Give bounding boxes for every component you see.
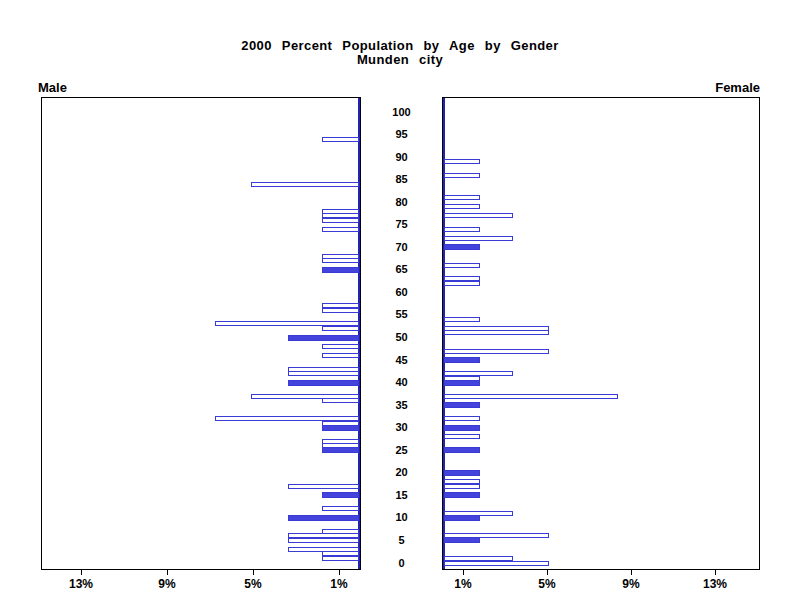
female-tick-1% (463, 570, 464, 575)
female-tick-label-1%: 1% (443, 577, 483, 591)
female-bar-age-62 (444, 281, 480, 286)
female-bar-age-37 (444, 394, 618, 399)
male-tick-label-1%: 1% (319, 577, 359, 591)
male-bar-age-56 (322, 308, 359, 313)
male-bar-age-12 (322, 506, 359, 511)
age-label-55: 55 (361, 309, 442, 320)
population-pyramid-chart: 2000 Percent Population by Age by Gender… (0, 0, 800, 600)
female-bar-age-35 (444, 402, 480, 408)
age-label-60: 60 (361, 287, 442, 298)
male-bar-age-30 (322, 425, 359, 431)
female-tick-13% (715, 570, 716, 575)
female-bar-age-0 (444, 561, 549, 566)
male-bar-age-25 (322, 447, 359, 453)
female-bar-age-5 (444, 537, 480, 543)
age-label-50: 50 (361, 332, 442, 343)
female-bar-age-81 (444, 195, 480, 200)
male-bar-age-40 (288, 380, 359, 386)
male-bar-age-1 (322, 556, 359, 561)
age-label-0: 0 (361, 558, 442, 569)
male-bar-age-67 (322, 258, 359, 263)
female-bar-age-72 (444, 236, 513, 241)
age-label-15: 15 (361, 490, 442, 501)
female-tick-5% (547, 570, 548, 575)
female-bar-age-79 (444, 204, 480, 209)
female-bar-age-77 (444, 213, 513, 218)
female-bar-age-66 (444, 263, 480, 268)
female-bar-age-54 (444, 317, 480, 322)
female-bar-age-74 (444, 227, 480, 232)
female-bar-age-10 (444, 515, 480, 521)
age-label-75: 75 (361, 219, 442, 230)
age-label-65: 65 (361, 264, 442, 275)
male-bar-age-17 (288, 484, 359, 489)
male-side-label: Male (38, 80, 67, 95)
male-bar-age-52 (322, 326, 359, 331)
male-tick-label-5%: 5% (233, 577, 273, 591)
male-bar-age-36 (322, 398, 359, 403)
male-plot-area (41, 97, 361, 570)
age-label-90: 90 (361, 152, 442, 163)
male-tick-5% (253, 570, 254, 575)
age-label-70: 70 (361, 242, 442, 253)
female-bar-age-51 (444, 330, 549, 335)
male-bar-age-65 (322, 267, 359, 273)
age-label-100: 100 (361, 107, 442, 118)
male-bar-age-76 (322, 218, 359, 223)
female-tick-label-9%: 9% (611, 577, 651, 591)
female-bar-age-17 (444, 484, 480, 489)
male-bar-age-94 (322, 137, 359, 142)
age-label-20: 20 (361, 467, 442, 478)
female-bar-age-15 (444, 492, 480, 498)
female-tick-label-13%: 13% (695, 577, 735, 591)
male-bar-age-46 (322, 353, 359, 358)
age-label-5: 5 (361, 535, 442, 546)
age-label-35: 35 (361, 400, 442, 411)
female-bar-age-47 (444, 349, 549, 354)
male-bar-age-50 (288, 335, 359, 341)
male-bar-age-48 (322, 344, 359, 349)
age-label-85: 85 (361, 174, 442, 185)
female-bar-age-32 (444, 416, 480, 421)
male-bar-age-15 (322, 492, 359, 498)
age-label-80: 80 (361, 197, 442, 208)
male-bar-age-42 (288, 371, 359, 376)
male-bar-age-5 (288, 538, 359, 543)
age-label-45: 45 (361, 355, 442, 366)
female-bar-age-20 (444, 470, 480, 476)
male-tick-9% (167, 570, 168, 575)
female-bar-age-30 (444, 425, 480, 431)
male-bar-age-74 (322, 227, 359, 232)
female-plot-area (442, 97, 760, 570)
female-bar-age-89 (444, 159, 480, 164)
male-tick-1% (339, 570, 340, 575)
female-bar-age-45 (444, 357, 480, 363)
female-side-label: Female (715, 80, 760, 95)
male-bar-age-84 (251, 182, 359, 187)
male-zero-axis-line (358, 98, 360, 569)
age-label-25: 25 (361, 445, 442, 456)
male-tick-label-9%: 9% (147, 577, 187, 591)
male-tick-13% (81, 570, 82, 575)
age-label-30: 30 (361, 422, 442, 433)
age-label-40: 40 (361, 377, 442, 388)
female-tick-label-5%: 5% (527, 577, 567, 591)
female-bar-age-28 (444, 434, 480, 439)
male-bar-age-10 (288, 515, 359, 521)
female-bar-age-86 (444, 173, 480, 178)
age-label-95: 95 (361, 129, 442, 140)
female-tick-9% (631, 570, 632, 575)
female-bar-age-40 (444, 380, 480, 386)
age-axis-labels: 0 5 10 15 20 25 30 35 40 45 50 55 60 65 70 75 80 85 90 95 10… (361, 0, 442, 600)
age-label-10: 10 (361, 512, 442, 523)
male-tick-label-13%: 13% (61, 577, 101, 591)
female-bar-age-25 (444, 447, 480, 453)
female-bar-age-70 (444, 244, 480, 250)
